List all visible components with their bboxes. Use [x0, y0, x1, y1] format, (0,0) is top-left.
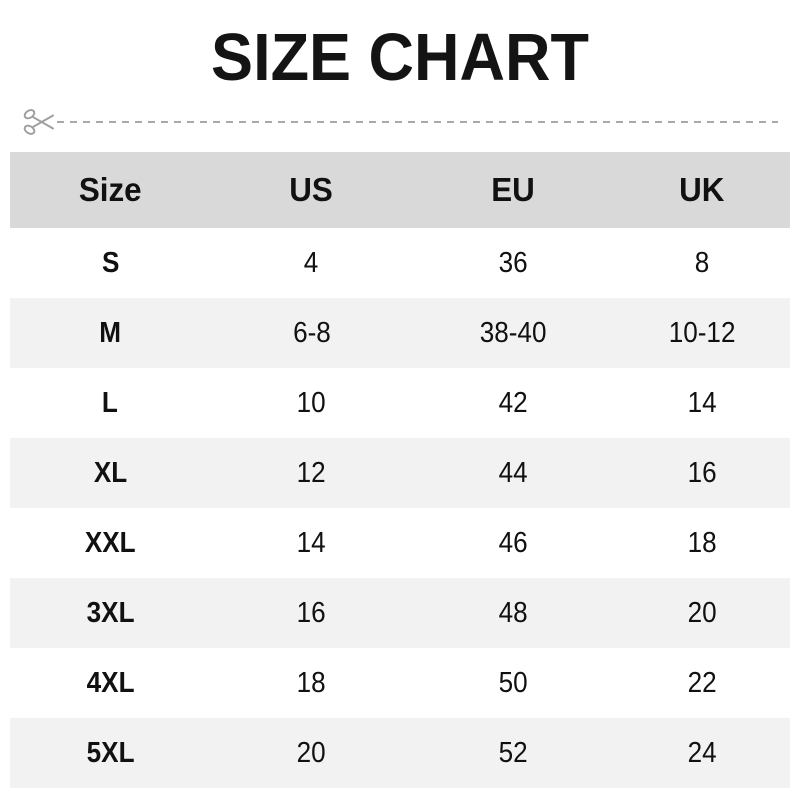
cell-size: 3XL: [86, 596, 135, 629]
table-row: 5XL 20 52 24: [10, 718, 790, 788]
cell-uk: 20: [687, 596, 717, 629]
cell-uk: 18: [687, 526, 717, 559]
cell-us: 10: [296, 386, 326, 419]
cell-us: 16: [296, 596, 326, 629]
cell-size: L: [102, 386, 119, 419]
page-title: SIZE CHART: [211, 20, 589, 95]
cell-uk: 16: [687, 456, 717, 489]
size-chart-table: Size US EU UK S 4 36 8 M 6-8 38-40 10-12…: [10, 152, 790, 788]
table-row: XL 12 44 16: [10, 438, 790, 508]
cell-size: 5XL: [86, 736, 135, 769]
cell-us: 18: [296, 666, 326, 699]
cell-size: 4XL: [86, 666, 135, 699]
cell-us: 6-8: [292, 316, 331, 349]
table-row: M 6-8 38-40 10-12: [10, 298, 790, 368]
cell-uk: 10-12: [668, 316, 736, 349]
column-header-size: Size: [78, 171, 142, 208]
table-row: S 4 36 8: [10, 228, 790, 298]
cell-eu: 48: [498, 596, 528, 629]
cell-uk: 14: [687, 386, 717, 419]
column-header-eu: EU: [491, 171, 536, 208]
cell-eu: 46: [498, 526, 528, 559]
table-row: 4XL 18 50 22: [10, 648, 790, 718]
cell-uk: 8: [694, 246, 710, 279]
cell-eu: 36: [498, 246, 528, 279]
cell-us: 4: [304, 246, 319, 279]
cell-size: S: [101, 246, 119, 279]
table-header-row: Size US EU UK: [10, 152, 790, 228]
table-row: XXL 14 46 18: [10, 508, 790, 578]
cell-uk: 22: [687, 666, 717, 699]
cell-us: 12: [296, 456, 326, 489]
cell-uk: 24: [687, 736, 717, 769]
cell-eu: 38-40: [480, 316, 547, 349]
dashed-cut-line: [57, 121, 778, 123]
cell-size: M: [99, 316, 122, 349]
cell-eu: 50: [498, 666, 528, 699]
cell-size: XXL: [84, 526, 136, 559]
table-row: 3XL 16 48 20: [10, 578, 790, 648]
cell-size: XL: [93, 456, 127, 489]
column-header-uk: UK: [679, 171, 725, 208]
cell-eu: 52: [498, 736, 528, 769]
cut-line: [22, 105, 778, 139]
cell-us: 14: [296, 526, 326, 559]
scissors-icon: [22, 107, 56, 137]
column-header-us: US: [289, 171, 334, 208]
cell-eu: 42: [498, 386, 528, 419]
cell-us: 20: [296, 736, 326, 769]
table-row: L 10 42 14: [10, 368, 790, 438]
cell-eu: 44: [498, 456, 528, 489]
